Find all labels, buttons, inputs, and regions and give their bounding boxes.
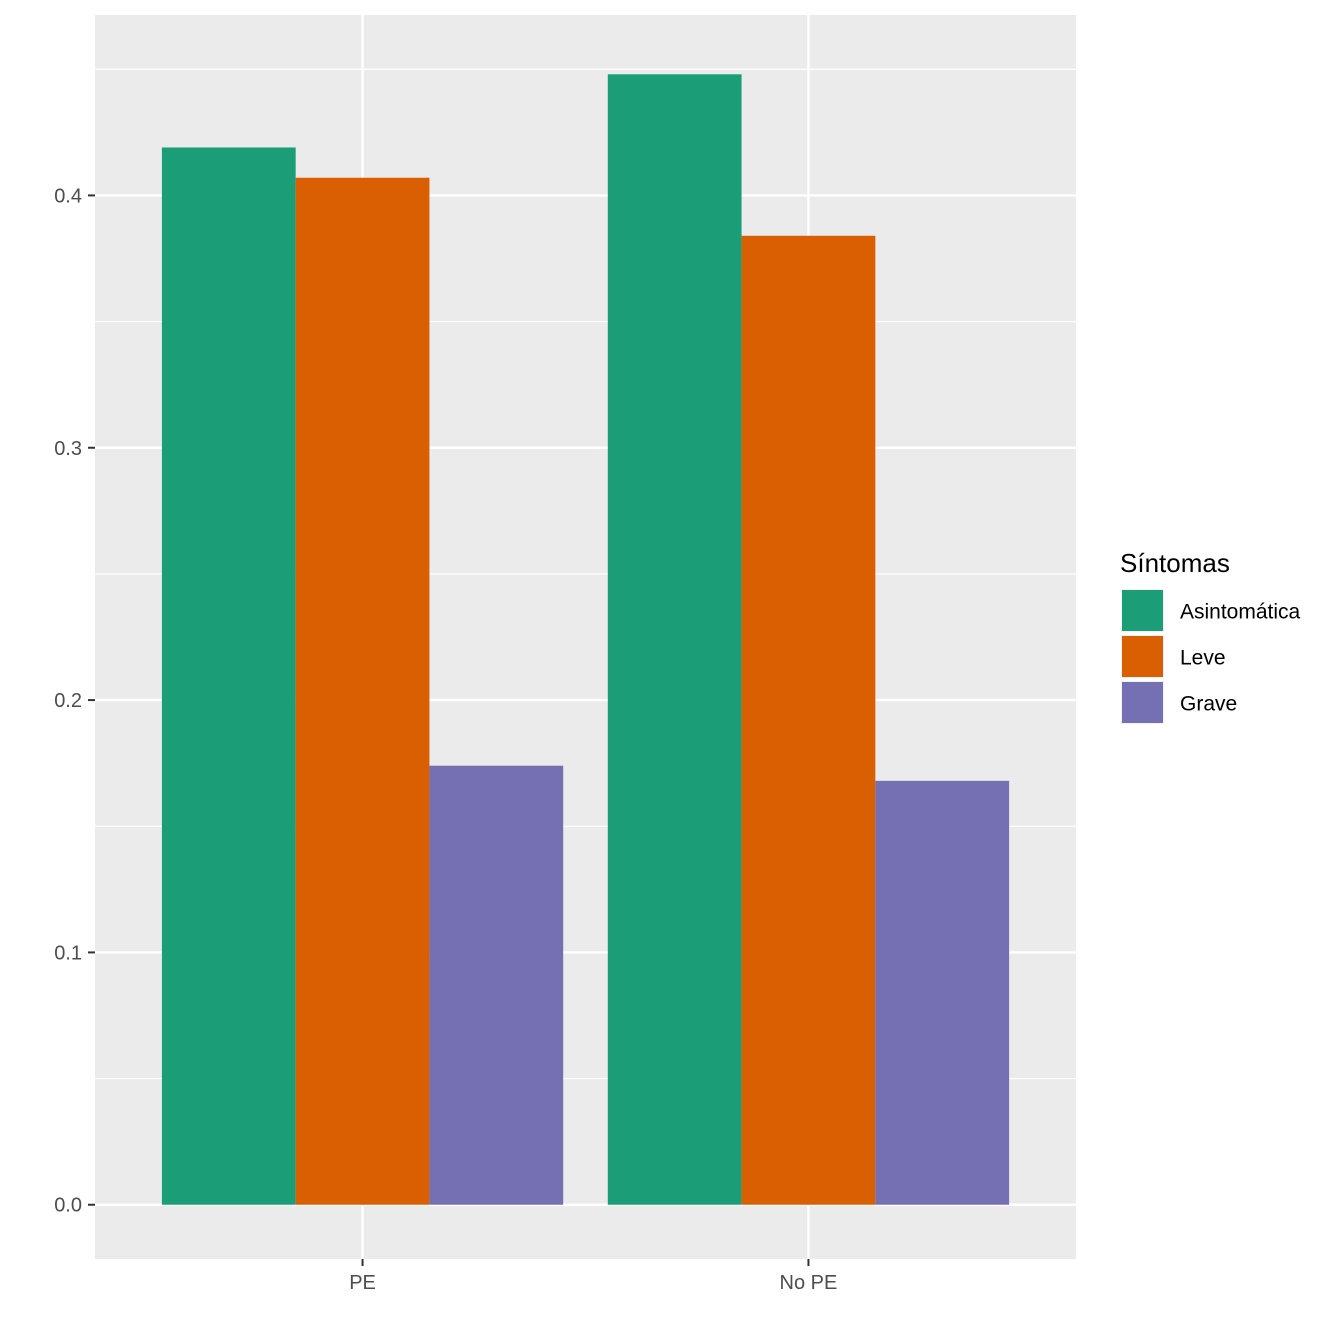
x-axis: PE No PE [349, 1259, 837, 1294]
legend-key [1122, 590, 1163, 631]
legend-items: Asintomática Leve Grave [1121, 589, 1301, 724]
legend-key [1122, 682, 1163, 723]
y-tick-label: 0.3 [54, 438, 82, 460]
bars [161, 74, 1010, 1205]
bar [607, 74, 742, 1205]
y-tick-label: 0.1 [54, 942, 82, 964]
legend: Síntomas Asintomática Leve Grave [1120, 548, 1301, 724]
y-tick-label: 0.2 [54, 690, 82, 712]
x-tick-label: PE [349, 1272, 376, 1294]
bar [161, 147, 296, 1205]
x-tick-label: No PE [780, 1272, 838, 1294]
legend-label: Leve [1180, 647, 1226, 670]
legend-label: Asintomática [1180, 601, 1301, 624]
y-tick-label: 0.0 [54, 1195, 82, 1217]
bar [429, 765, 564, 1205]
bar [295, 177, 430, 1205]
bar [741, 235, 876, 1205]
bar [875, 780, 1010, 1205]
y-axis: 0.0 0.1 0.2 0.3 0.4 [54, 185, 95, 1217]
legend-label: Grave [1180, 693, 1237, 716]
legend-title: Síntomas [1120, 548, 1230, 578]
y-tick-label: 0.4 [54, 185, 82, 207]
legend-key [1122, 636, 1163, 677]
